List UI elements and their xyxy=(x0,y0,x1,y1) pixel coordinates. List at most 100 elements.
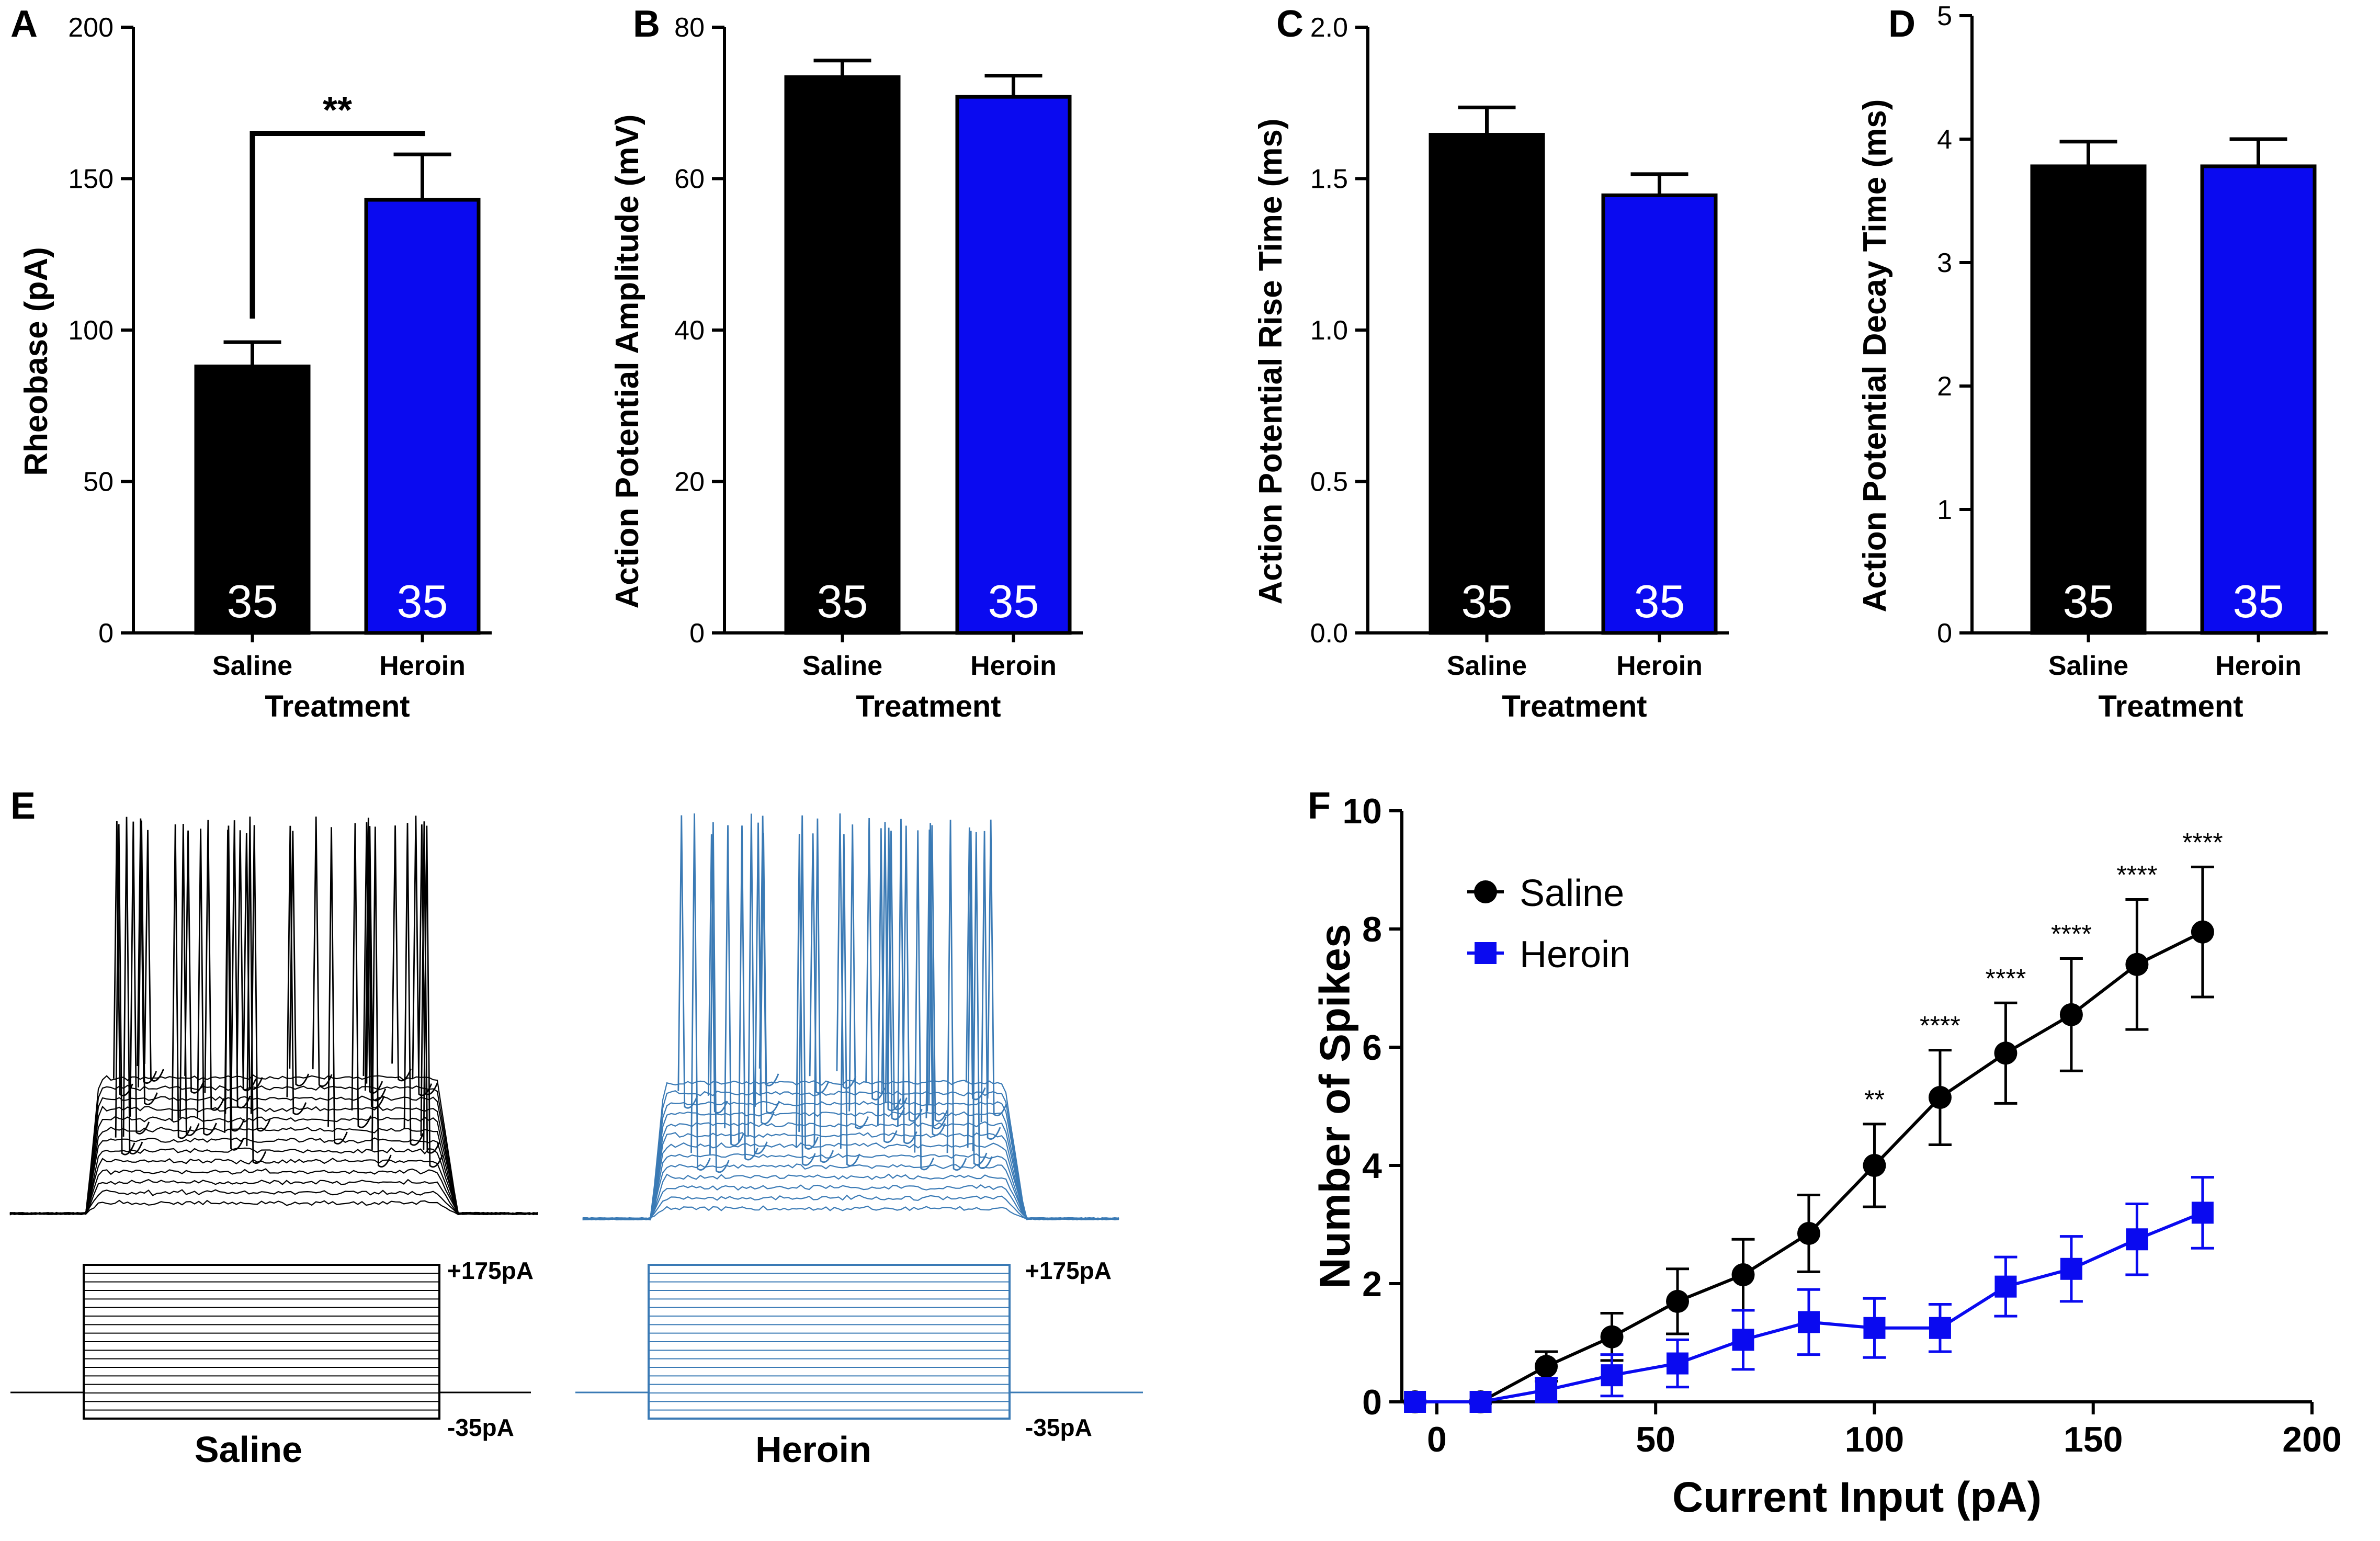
data-point xyxy=(1797,1311,1820,1333)
saline-traces xyxy=(9,815,538,1216)
data-point xyxy=(2059,1003,2083,1026)
bar-heroin xyxy=(1601,193,1718,635)
spike xyxy=(286,825,307,1115)
spike xyxy=(423,825,444,1168)
voltage-trace xyxy=(9,1199,538,1216)
spike xyxy=(362,822,383,1094)
spike xyxy=(197,829,217,1136)
data-point xyxy=(1863,1317,1886,1339)
trace-panel-E: E +175pA -35pA +175pA -35pA Saline Heroin xyxy=(9,785,1143,1470)
data-point xyxy=(1928,1086,1952,1109)
significance-bracket xyxy=(250,131,425,319)
data-point xyxy=(1667,1352,1689,1375)
y-tick-label: 0 xyxy=(1937,618,1952,649)
y-tick-label: 1 xyxy=(1937,495,1952,525)
data-point xyxy=(1994,1041,2018,1065)
legend-label-saline: Saline xyxy=(1520,873,1624,914)
spike xyxy=(137,818,157,1084)
data-point xyxy=(1535,1355,1558,1378)
legend-marker-saline xyxy=(1474,880,1497,903)
x-axis-label: Treatment xyxy=(2098,689,2243,723)
y-tick-label: 5 xyxy=(1937,1,1952,31)
y-tick-label: 200 xyxy=(68,13,114,43)
data-point xyxy=(1731,1263,1755,1287)
heroin-protocol xyxy=(575,1264,1143,1420)
x-axis-label: Treatment xyxy=(265,689,410,723)
spike xyxy=(224,825,245,1132)
y-tick-label: 50 xyxy=(83,467,114,497)
spike xyxy=(760,833,780,1114)
significance-label: ** xyxy=(1864,1085,1885,1114)
spike xyxy=(129,821,150,1135)
legend-label-heroin: Heroin xyxy=(1520,934,1630,976)
voltage-trace xyxy=(9,1105,538,1216)
spike xyxy=(946,820,967,1171)
voltage-trace xyxy=(582,1173,1119,1221)
voltage-trace xyxy=(9,1084,538,1215)
spike xyxy=(403,823,424,1146)
spike xyxy=(758,815,779,1086)
spike xyxy=(312,817,333,1087)
y-tick-label: 150 xyxy=(68,164,114,195)
spike xyxy=(747,813,768,1154)
bar-heroin xyxy=(2200,164,2317,635)
voltage-trace xyxy=(9,1126,538,1216)
spike xyxy=(250,825,271,1132)
bar-saline xyxy=(784,75,901,635)
data-point xyxy=(1600,1325,1624,1349)
spike xyxy=(965,827,986,1101)
spike xyxy=(795,834,816,1166)
bar-n-label: 35 xyxy=(1461,575,1513,627)
voltage-trace xyxy=(9,1168,538,1215)
spike xyxy=(902,825,923,1122)
spike xyxy=(754,822,775,1125)
data-point xyxy=(1535,1379,1558,1401)
data-point xyxy=(1404,1391,1426,1413)
x-tick-label: Saline xyxy=(212,651,292,681)
saline-protocol xyxy=(10,1264,531,1420)
bar-saline xyxy=(1429,133,1545,635)
y-tick-label: 0.0 xyxy=(1310,618,1348,649)
data-point xyxy=(1863,1154,1886,1177)
bar-n-label: 35 xyxy=(2233,575,2284,627)
y-tick-label: 2.0 xyxy=(1310,13,1348,43)
panel-label: D xyxy=(1888,3,1916,45)
y-tick-label: 1.5 xyxy=(1310,164,1348,195)
spike xyxy=(364,818,385,1109)
y-axis-label: Number of Spikes xyxy=(1311,924,1359,1288)
significance-label: **** xyxy=(1920,1011,1960,1040)
voltage-trace xyxy=(9,1189,538,1216)
spike xyxy=(420,821,441,1154)
y-tick-label: 60 xyxy=(674,164,705,195)
chart-panel-C: C 0.0 0.5 1.0 1.5 2.0 35 Saline 35 Heroin Treatmen… xyxy=(1253,3,1729,723)
spike xyxy=(798,815,819,1150)
voltage-trace xyxy=(582,1101,1119,1221)
spike xyxy=(112,821,133,1096)
y-tick-label: 4 xyxy=(1362,1146,1382,1186)
y-tick-label: 4 xyxy=(1937,124,1952,155)
spike xyxy=(230,820,251,1109)
voltage-trace xyxy=(582,1121,1119,1221)
heroin-traces xyxy=(582,813,1119,1221)
current-label-bottom: -35pA xyxy=(447,1414,514,1441)
data-point xyxy=(2060,1257,2082,1280)
data-point xyxy=(2126,1228,2148,1251)
voltage-trace xyxy=(9,1179,538,1216)
significance-label: **** xyxy=(2051,920,2092,949)
legend: Saline Heroin xyxy=(1467,873,1630,976)
spike xyxy=(914,830,935,1171)
bar-n-label: 35 xyxy=(988,575,1039,627)
y-tick-label: 1.0 xyxy=(1310,315,1348,346)
spike xyxy=(738,825,758,1161)
significance-label: **** xyxy=(2182,828,2223,857)
x-axis-label: Treatment xyxy=(1502,689,1647,723)
spike xyxy=(813,818,834,1163)
x-tick-label: 150 xyxy=(2064,1420,2123,1459)
spike xyxy=(327,827,348,1145)
data-point xyxy=(1469,1391,1492,1413)
y-tick-label: 3 xyxy=(1937,248,1952,278)
voltage-trace xyxy=(9,1147,538,1216)
x-tick-label: 0 xyxy=(1427,1420,1447,1459)
